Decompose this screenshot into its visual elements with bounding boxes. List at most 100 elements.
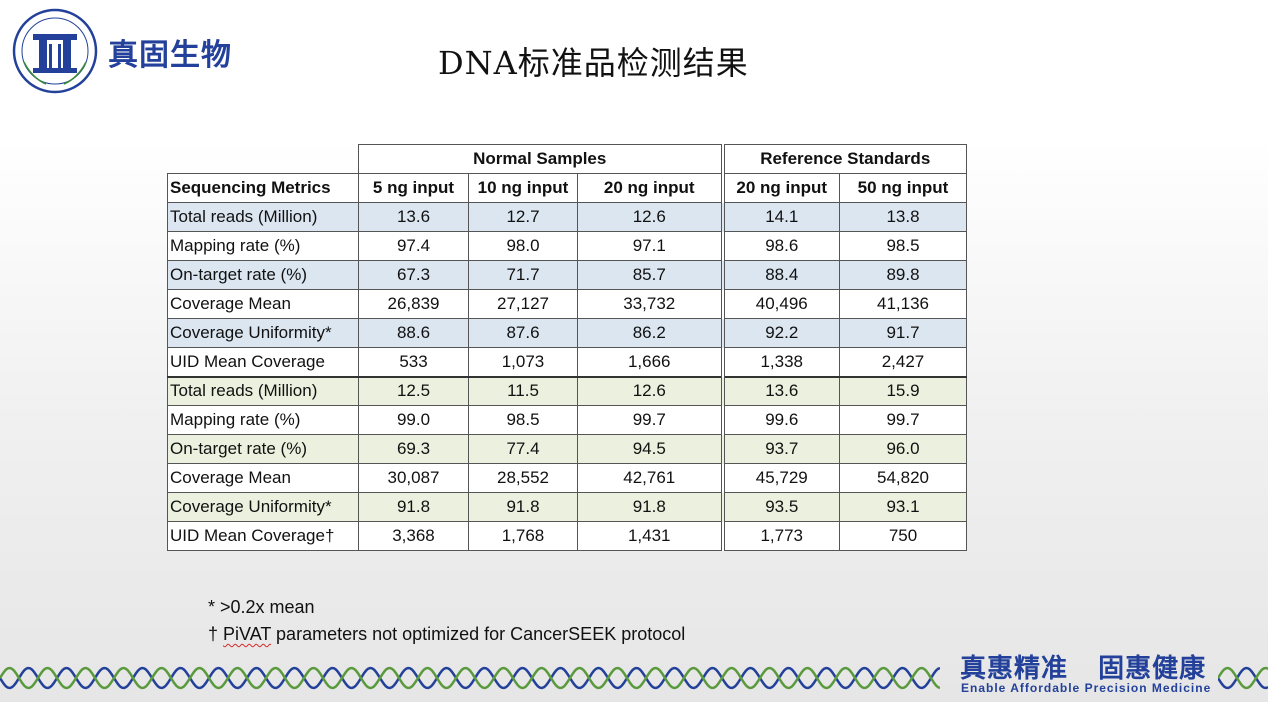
metric-value: 750: [839, 521, 967, 551]
metric-value: 91.8: [358, 492, 469, 522]
slogan-english: Enable Affordable Precision Medicine: [961, 681, 1212, 695]
metric-value: 99.7: [839, 405, 967, 435]
metric-value: 91.8: [577, 492, 723, 522]
metric-value: 91.7: [839, 318, 967, 348]
footnote-star: * >0.2x mean: [208, 597, 315, 617]
metric-value: 41,136: [839, 289, 967, 319]
metric-label: Coverage Mean: [167, 463, 359, 493]
metric-value: 3,368: [358, 521, 469, 551]
metric-value: 1,666: [577, 347, 723, 377]
metric-value: 93.7: [720, 434, 840, 464]
slogan-chinese: 真惠精准 固惠健康: [960, 654, 1207, 684]
metric-value: 2,427: [839, 347, 967, 377]
metric-value: 13.6: [720, 375, 840, 406]
metric-value: 33,732: [577, 289, 723, 319]
company-name: 真固生物: [108, 38, 232, 73]
metric-value: 67.3: [358, 260, 469, 290]
metric-value: 86.2: [577, 318, 723, 348]
table-row: Coverage Uniformity* 88.6 87.6 86.2 92.2 91.7: [167, 318, 967, 348]
metric-value: 1,431: [577, 521, 723, 551]
metric-value: 98.5: [839, 231, 967, 261]
metric-value: 99.7: [577, 405, 723, 435]
metric-value: 89.8: [839, 260, 967, 290]
metric-value: 1,768: [468, 521, 578, 551]
metric-value: 98.5: [468, 405, 578, 435]
metric-value: 99.0: [358, 405, 469, 435]
metric-value: 91.8: [468, 492, 578, 522]
table-row: UID Mean Coverage 533 1,073 1,666 1,338 2,427: [167, 347, 967, 377]
company-logo: [12, 8, 98, 94]
metric-value: 77.4: [468, 434, 578, 464]
metrics-table: Normal Samples Reference Standards Seque…: [167, 144, 967, 551]
group-header-reference: Reference Standards: [720, 144, 967, 174]
metric-label: Coverage Mean: [167, 289, 359, 319]
table-row: Coverage Mean 30,087 28,552 42,761 45,729 54,…: [167, 463, 967, 493]
metric-label: UID Mean Coverage: [167, 347, 359, 377]
metric-value: 85.7: [577, 260, 723, 290]
metric-label: Mapping rate (%): [167, 231, 359, 261]
table-row: Mapping rate (%) 99.0 98.5 99.7 99.6 99.7: [167, 405, 967, 435]
metric-label: UID Mean Coverage†: [167, 521, 359, 551]
table-row: Coverage Mean 26,839 27,127 33,732 40,496 41,…: [167, 289, 967, 319]
dagger-symbol: †: [208, 624, 219, 644]
metric-value: 1,338: [720, 347, 840, 377]
table-row: UID Mean Coverage† 3,368 1,768 1,431 1,773 75…: [167, 521, 967, 551]
table-row: Coverage Uniformity* 91.8 91.8 91.8 93.5 93.1: [167, 492, 967, 522]
metric-value: 533: [358, 347, 469, 377]
metric-value: 54,820: [839, 463, 967, 493]
metric-header: Sequencing Metrics: [167, 173, 359, 203]
metric-label: Total reads (Million): [167, 202, 359, 232]
metric-value: 99.6: [720, 405, 840, 435]
metric-value: 87.6: [468, 318, 578, 348]
metric-value: 71.7: [468, 260, 578, 290]
metric-value: 97.1: [577, 231, 723, 261]
column-header: 10 ng input: [468, 173, 578, 203]
metric-label: On-target rate (%): [167, 260, 359, 290]
group-header-row: Normal Samples Reference Standards: [168, 144, 967, 174]
metric-value: 88.6: [358, 318, 469, 348]
column-header: 20 ng input: [577, 173, 723, 203]
metric-label: Total reads (Million): [167, 375, 359, 406]
metric-value: 94.5: [577, 434, 723, 464]
table-row: Total reads (Million) 13.6 12.7 12.6 14.1 13.…: [167, 202, 967, 232]
metric-value: 14.1: [720, 202, 840, 232]
column-header: 20 ng input: [720, 173, 840, 203]
metric-value: 13.8: [839, 202, 967, 232]
metric-value: 1,773: [720, 521, 840, 551]
metric-value: 93.1: [839, 492, 967, 522]
table-row: Total reads (Million) 12.5 11.5 12.6 13.6 15.…: [167, 375, 967, 406]
metric-label: On-target rate (%): [167, 434, 359, 464]
metric-value: 42,761: [577, 463, 723, 493]
metric-value: 93.5: [720, 492, 840, 522]
page-title: DNA标准品检测结果: [438, 44, 749, 82]
pivat-word: PiVAT: [223, 624, 272, 644]
metric-value: 30,087: [358, 463, 469, 493]
metric-value: 12.6: [577, 375, 723, 406]
metric-value: 12.7: [468, 202, 578, 232]
metric-value: 15.9: [839, 375, 967, 406]
metric-value: 40,496: [720, 289, 840, 319]
metric-value: 88.4: [720, 260, 840, 290]
metric-value: 27,127: [468, 289, 578, 319]
metric-value: 98.0: [468, 231, 578, 261]
metric-label: Coverage Uniformity*: [167, 492, 359, 522]
metric-value: 11.5: [468, 375, 578, 406]
footnote-dagger-text: parameters not optimized for CancerSEEK …: [271, 624, 686, 644]
metric-value: 1,073: [468, 347, 578, 377]
column-header-row: Sequencing Metrics 5 ng input 10 ng inpu…: [167, 173, 967, 203]
metric-value: 98.6: [720, 231, 840, 261]
metric-value: 26,839: [358, 289, 469, 319]
table-row: Mapping rate (%) 97.4 98.0 97.1 98.6 98.5: [167, 231, 967, 261]
metric-value: 12.6: [577, 202, 723, 232]
dna-helix-decoration: [0, 666, 940, 690]
metric-value: 96.0: [839, 434, 967, 464]
metric-value: 28,552: [468, 463, 578, 493]
footnote-dagger: † PiVAT parameters not optimized for Can…: [208, 624, 685, 645]
table-row: On-target rate (%) 67.3 71.7 85.7 88.4 89.8: [167, 260, 967, 290]
column-header: 50 ng input: [839, 173, 967, 203]
blank-corner: [168, 145, 359, 174]
group-header-normal: Normal Samples: [358, 144, 723, 174]
metric-value: 45,729: [720, 463, 840, 493]
metric-value: 69.3: [358, 434, 469, 464]
metric-value: 13.6: [358, 202, 469, 232]
